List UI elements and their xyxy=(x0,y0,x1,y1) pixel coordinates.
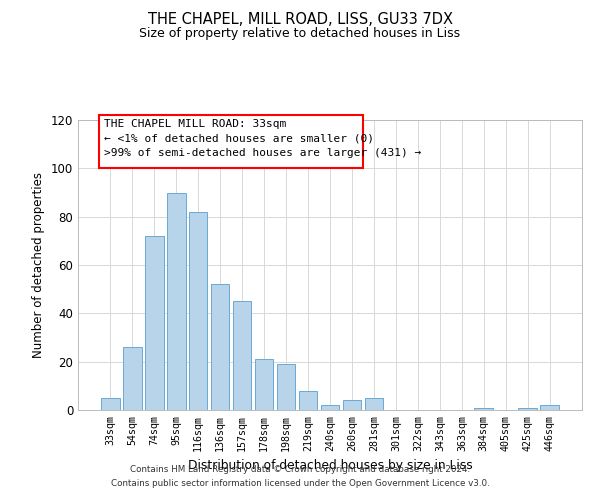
Bar xyxy=(189,212,208,410)
Bar xyxy=(233,301,251,410)
Bar xyxy=(299,390,317,410)
Bar xyxy=(211,284,229,410)
Bar xyxy=(365,398,383,410)
Bar xyxy=(255,359,274,410)
Text: THE CHAPEL MILL ROAD: 33sqm
← <1% of detached houses are smaller (0)
>99% of sem: THE CHAPEL MILL ROAD: 33sqm ← <1% of det… xyxy=(104,119,421,158)
Bar xyxy=(343,400,361,410)
Y-axis label: Number of detached properties: Number of detached properties xyxy=(32,172,45,358)
Text: THE CHAPEL, MILL ROAD, LISS, GU33 7DX: THE CHAPEL, MILL ROAD, LISS, GU33 7DX xyxy=(148,12,452,28)
FancyBboxPatch shape xyxy=(99,115,363,168)
Bar xyxy=(320,405,340,410)
Text: Contains HM Land Registry data © Crown copyright and database right 2024.
Contai: Contains HM Land Registry data © Crown c… xyxy=(110,466,490,487)
Bar xyxy=(167,192,185,410)
Bar xyxy=(475,408,493,410)
Bar xyxy=(145,236,164,410)
Bar xyxy=(123,347,142,410)
Text: Size of property relative to detached houses in Liss: Size of property relative to detached ho… xyxy=(139,28,461,40)
Bar xyxy=(541,405,559,410)
Bar xyxy=(101,398,119,410)
Bar xyxy=(518,408,537,410)
X-axis label: Distribution of detached houses by size in Liss: Distribution of detached houses by size … xyxy=(188,459,472,472)
Bar xyxy=(277,364,295,410)
